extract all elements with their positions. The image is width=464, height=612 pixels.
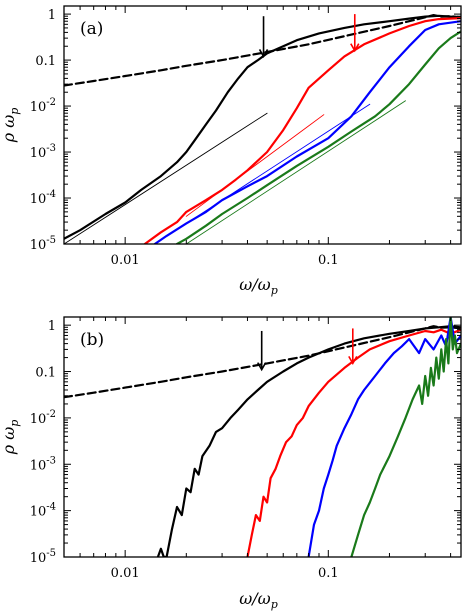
panel-label: (b) — [80, 330, 104, 350]
x-tick-label: 0.1 — [318, 253, 339, 268]
arrow-marker-0 — [258, 16, 269, 59]
arrow-marker-1 — [350, 14, 360, 53]
y-tick-label: 0.1 — [35, 366, 56, 381]
axes-frame — [63, 5, 462, 245]
x-axis-title: ω/ωp — [239, 275, 278, 297]
y-tick-label: 10-5 — [30, 235, 56, 253]
y-tick-label: 0.1 — [35, 54, 56, 69]
x-tick-label: 0.01 — [111, 566, 140, 581]
y-tick-label: 10-2 — [30, 97, 56, 115]
axes-frame — [63, 316, 462, 558]
series-line-1 — [64, 14, 461, 240]
series-line-2 — [246, 328, 461, 557]
y-tick-label: 10-2 — [30, 409, 56, 427]
y-tick-label: 1 — [48, 8, 56, 23]
fit-line-8 — [185, 100, 406, 244]
y-axis: 1 0.1 10-2 10-3 10-4 10-5 — [30, 319, 461, 566]
series-line-1 — [156, 325, 461, 557]
y-axis-title: ρ ωp — [0, 420, 21, 456]
y-tick-label: 10-5 — [30, 548, 56, 566]
y-tick-label: 10-4 — [30, 189, 56, 207]
y-axis-title: ρ ωp — [0, 108, 21, 144]
x-axis: 0.01 0.1 — [63, 317, 452, 581]
series-line-3 — [307, 317, 461, 557]
arrow-marker-1 — [348, 328, 358, 365]
series-line-0 — [64, 14, 461, 87]
y-tick-label: 1 — [48, 319, 56, 334]
plot-area — [64, 317, 461, 557]
series-line-4 — [350, 317, 461, 557]
x-tick-label: 0.1 — [318, 566, 339, 581]
y-tick-label: 10-3 — [30, 455, 56, 473]
panel-label: (a) — [80, 19, 103, 39]
fit-line-5 — [64, 112, 268, 244]
x-axis: 0.01 0.1 — [63, 6, 452, 268]
series-line-2 — [143, 17, 461, 244]
series-line-0 — [64, 325, 461, 399]
fit-line-6 — [185, 114, 325, 217]
series-line-3 — [153, 20, 461, 244]
panel-a: 0.01 0.1 1 0.1 10-2 10-3 10-4 10-5 (a) ω/ωp ρ ωp — [0, 5, 462, 297]
panel-b: 0.01 0.1 1 0.1 10-2 10-3 10-4 10-5 (b) ω/ωp ρ ωp — [0, 316, 462, 611]
plot-area — [64, 14, 461, 244]
y-axis: 1 0.1 10-2 10-3 10-4 10-5 — [30, 8, 461, 253]
fit-line-7 — [154, 103, 371, 244]
x-axis-title: ω/ωp — [239, 589, 278, 611]
arrow-marker-0 — [256, 330, 267, 372]
y-tick-label: 10-4 — [30, 502, 56, 520]
y-tick-label: 10-3 — [30, 143, 56, 161]
x-tick-label: 0.01 — [111, 253, 140, 268]
series-line-4 — [175, 30, 461, 244]
